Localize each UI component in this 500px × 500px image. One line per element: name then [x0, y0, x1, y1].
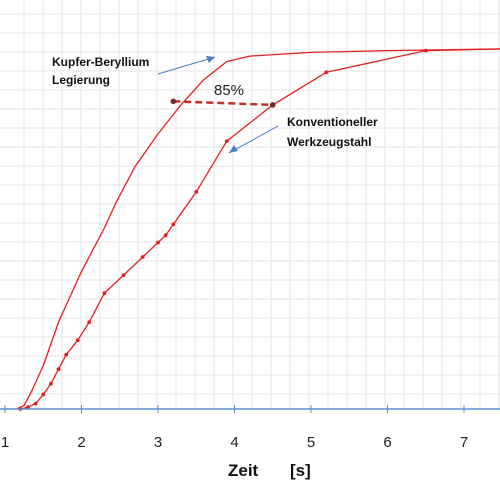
steel-data-point [56, 367, 61, 372]
steel-data-point [171, 222, 176, 227]
x-tick-label: 7 [460, 434, 468, 451]
steel-data-point [121, 273, 126, 277]
steel-annotation-line1: Konventioneller [287, 115, 378, 129]
cube-annotation-line1: Kupfer-Beryllium [52, 55, 149, 69]
steel-data-point [224, 139, 229, 144]
x-tick-label: 2 [77, 434, 85, 451]
steel-data-point [87, 320, 92, 324]
percent-end-point [269, 102, 276, 108]
x-tick-label: 6 [383, 434, 391, 451]
steel-series-line [20, 48, 500, 410]
percent-label: 85% [214, 82, 244, 99]
steel-arrowhead-icon [229, 145, 238, 153]
steel-annotation-line2: Werkzeugstahl [287, 135, 371, 149]
curves [16, 48, 500, 410]
x-axis-unit: [s] [290, 461, 311, 480]
steel-data-point [163, 233, 168, 238]
cube-series-line [16, 48, 500, 410]
percent-comparison-line [173, 100, 273, 107]
steel-data-point [33, 401, 38, 406]
steel-data-point [156, 240, 160, 245]
steel-data-point [324, 70, 329, 75]
steel-annotation-arrow [228, 125, 279, 154]
steel-data-point [75, 338, 80, 343]
x-tick-label: 3 [154, 434, 162, 451]
steel-data-point [194, 189, 199, 194]
steel-data-point [102, 291, 107, 296]
steel-data-point [423, 48, 428, 53]
cube-annotation-arrow [157, 56, 216, 75]
steel-data-point [140, 255, 145, 259]
x-tick-label: 4 [230, 434, 238, 451]
cube-arrowhead-icon [206, 56, 215, 63]
steel-data-point [49, 381, 53, 386]
x-tick-label: 1 [1, 434, 9, 451]
steel-data-point [41, 392, 46, 397]
x-axis-label: Zeit [228, 461, 259, 480]
cube-annotation-line2: Legierung [52, 73, 110, 87]
x-tick-label: 5 [307, 434, 315, 451]
steel-data-point [64, 352, 69, 357]
x-ticks: 1 2 3 4 5 6 7 [1, 405, 468, 451]
steel-data-point [26, 405, 30, 410]
grid [0, 0, 500, 409]
percent-start-point [170, 98, 177, 105]
